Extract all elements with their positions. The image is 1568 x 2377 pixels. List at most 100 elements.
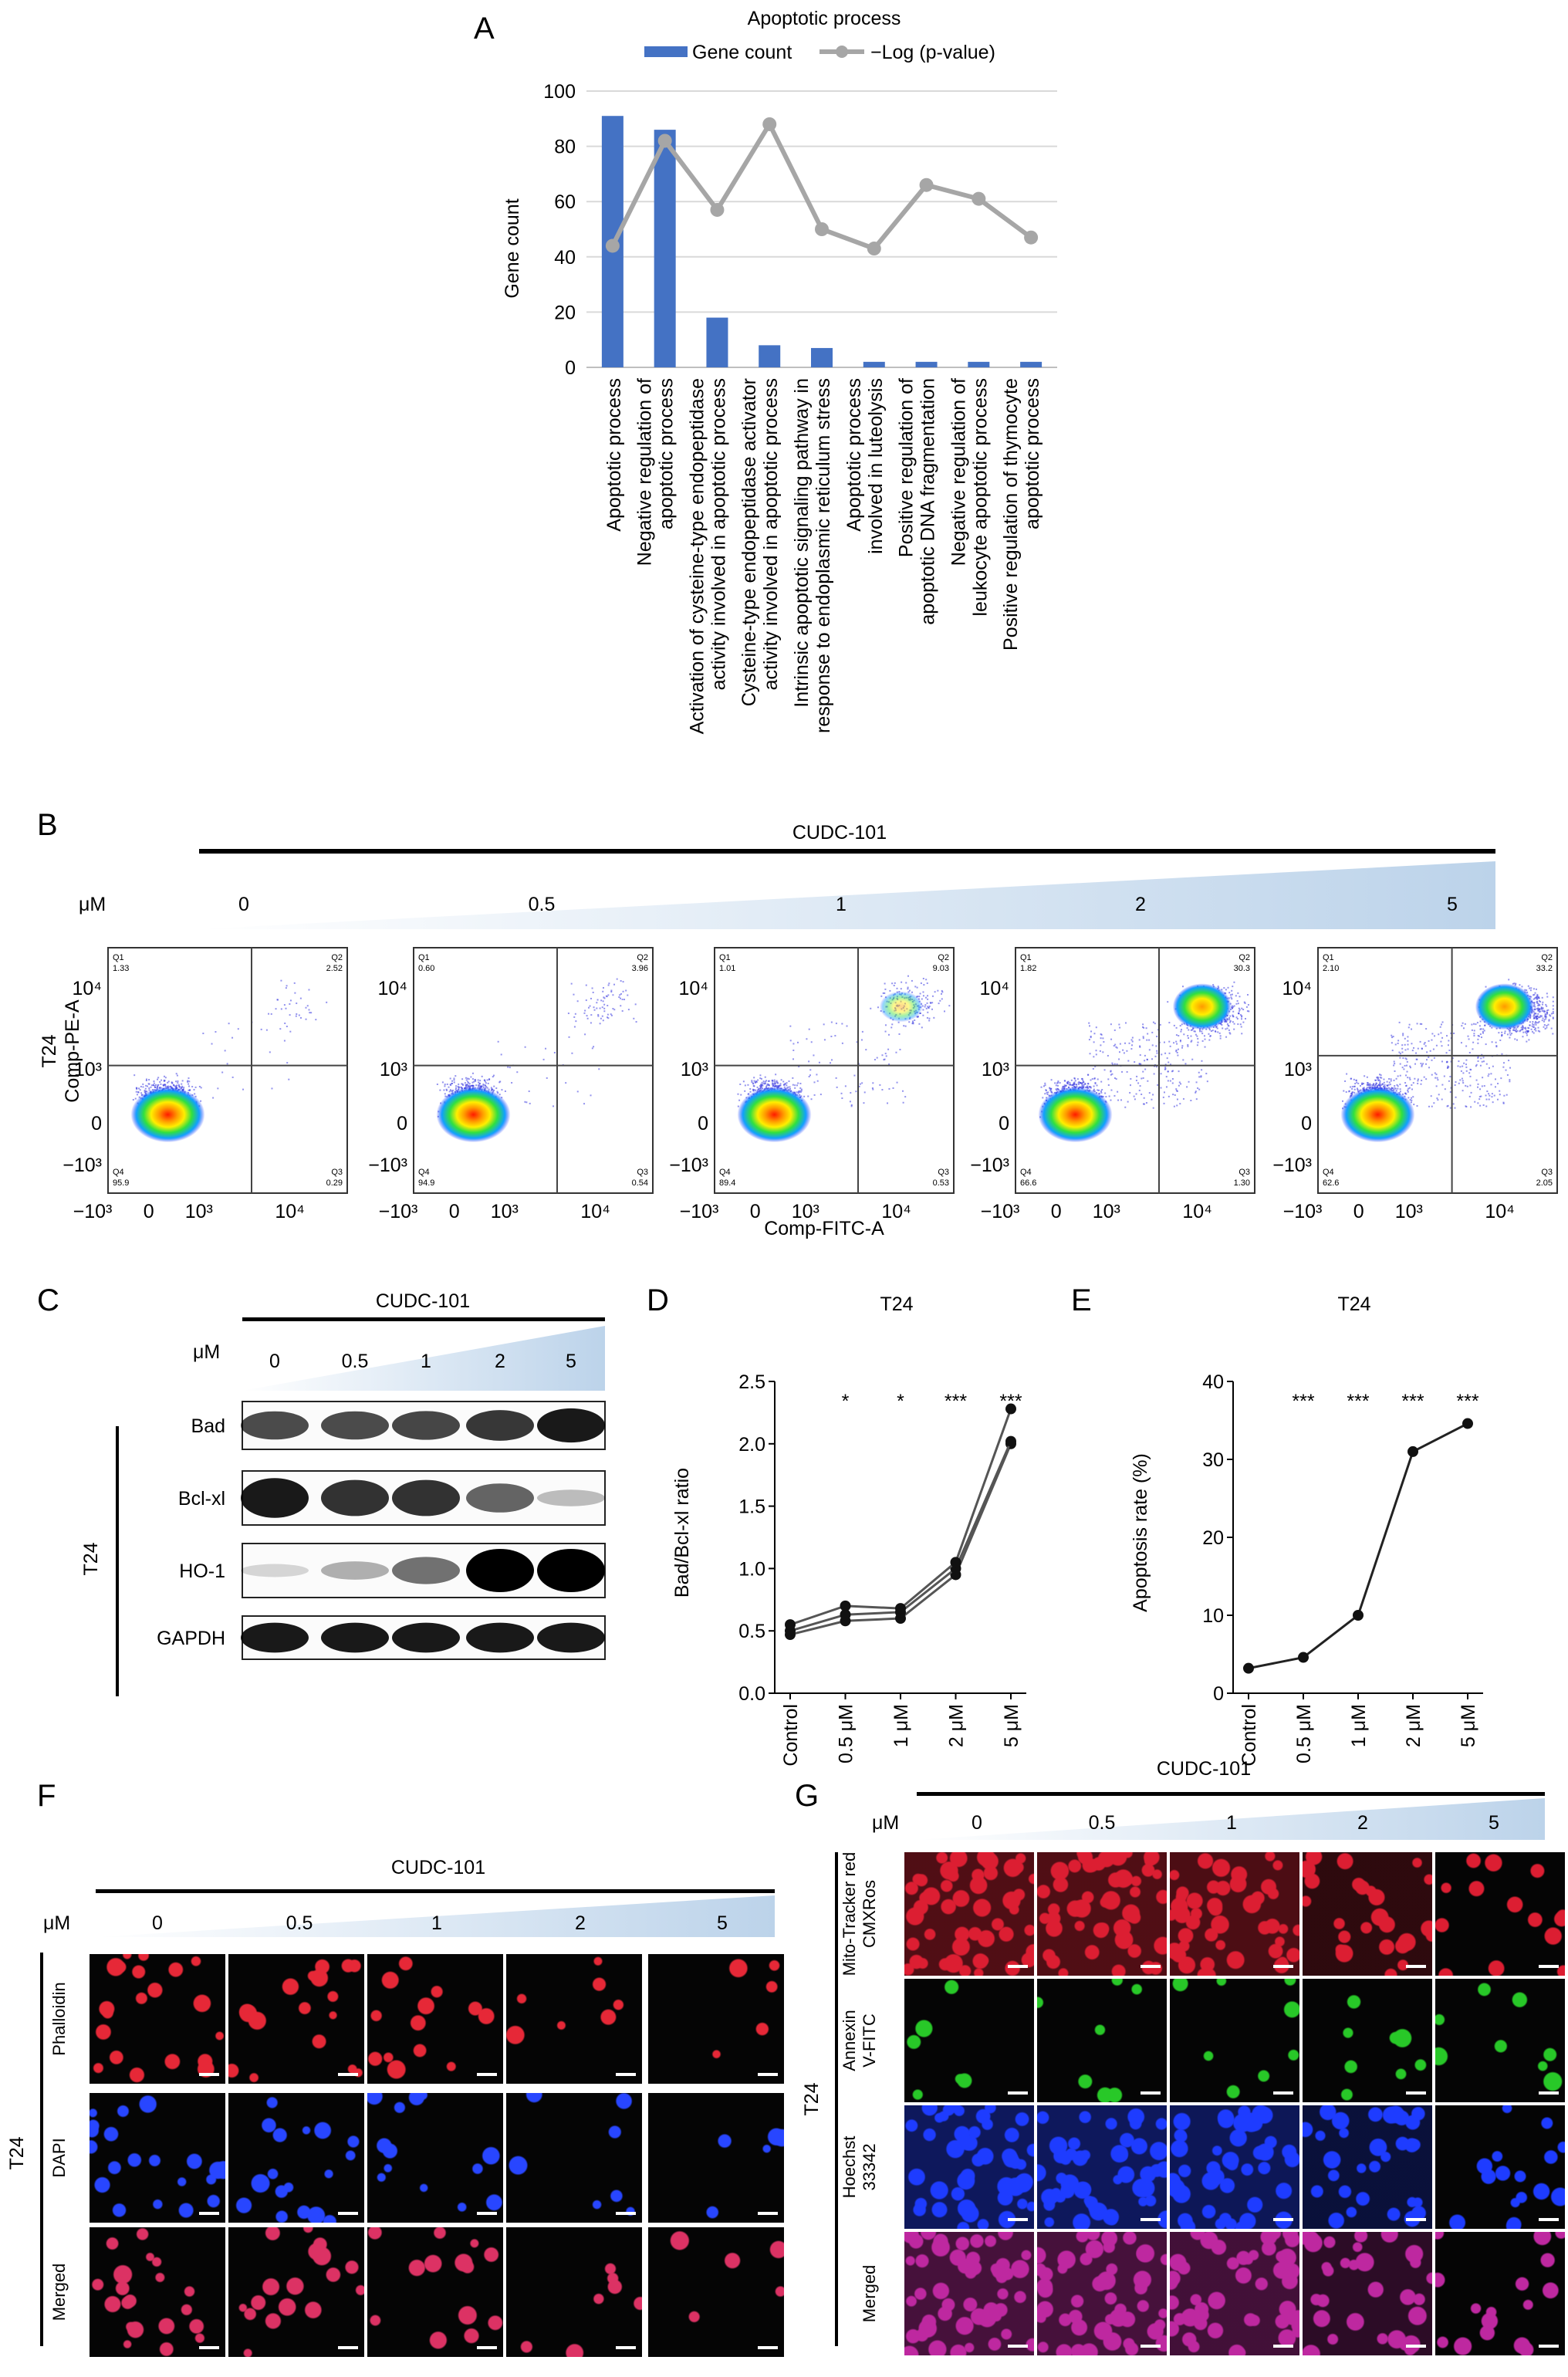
b-event-dot (766, 1084, 769, 1087)
b-event-dot (1157, 1084, 1159, 1086)
b-event-dot (1229, 1033, 1232, 1035)
b-event-dot (1172, 1070, 1174, 1072)
b-event-dot (752, 1088, 754, 1090)
b-event-dot (922, 1009, 924, 1011)
a-bar (811, 347, 833, 367)
b-event-dot (898, 1033, 901, 1035)
b-event-dot (436, 1084, 438, 1086)
b-event-dot (789, 1086, 791, 1088)
a-pvalue-point (815, 222, 829, 236)
b-event-dot (914, 1019, 916, 1021)
b-plot-frame (1317, 947, 1558, 1194)
b-event-dot (610, 1014, 613, 1016)
b-event-dot (884, 982, 886, 985)
a-ytick-label: 100 (543, 81, 576, 103)
b-event-dot (461, 1078, 464, 1080)
b-event-dot (928, 1005, 931, 1007)
b-event-dot (1122, 1049, 1124, 1051)
b-event-dot (1138, 1089, 1141, 1091)
b-event-dot (524, 1101, 526, 1103)
b-event-dot (798, 1066, 800, 1068)
b-event-dot (612, 1008, 614, 1010)
b-event-dot (1177, 1054, 1179, 1057)
b-event-dot (1074, 1080, 1076, 1082)
b-event-dot (478, 1081, 480, 1084)
b-event-dot (497, 1092, 499, 1094)
b-event-dot (599, 1007, 601, 1009)
b-event-dot (1098, 1089, 1100, 1091)
b-event-dot (1237, 1023, 1239, 1026)
b-event-dot (181, 1085, 184, 1087)
b-event-dot (142, 1083, 144, 1085)
b-event-dot (1239, 1023, 1242, 1026)
b-event-dot (881, 1089, 884, 1091)
b-event-dot (1113, 1094, 1116, 1097)
b-event-dot (1162, 1096, 1164, 1098)
b-event-dot (1073, 1083, 1076, 1085)
b-event-dot (1103, 1069, 1106, 1071)
b-event-dot (911, 979, 913, 982)
b-event-dot (177, 1082, 179, 1084)
b-event-dot (465, 1077, 467, 1079)
b-event-dot (622, 990, 624, 992)
b-event-dot (625, 989, 627, 992)
b-event-dot (1093, 1033, 1096, 1035)
b-event-dot (144, 1090, 146, 1093)
b-event-dot (1148, 1049, 1151, 1051)
b-event-dot (1216, 1027, 1218, 1030)
b-event-dot (921, 1026, 923, 1029)
b-event-dot (1236, 1018, 1239, 1020)
b-event-dot (1088, 1022, 1090, 1024)
b-event-dot (1165, 1076, 1168, 1078)
b-event-dot (1138, 1063, 1141, 1066)
b-event-dot (926, 1016, 928, 1019)
b-event-dot (1127, 1060, 1130, 1062)
b-event-dot (1126, 1050, 1128, 1052)
b-event-dot (458, 1086, 461, 1088)
b-event-dot (277, 999, 279, 1001)
b-event-dot (591, 987, 593, 989)
b-event-dot (457, 1085, 459, 1087)
b-event-dot (471, 1072, 474, 1074)
b-event-dot (1195, 1098, 1198, 1101)
panel-letter-e: E (1071, 1283, 1092, 1317)
b-event-dot (934, 991, 936, 993)
b-gate-value: 1.82 (1020, 964, 1036, 973)
b-event-dot (1212, 984, 1215, 986)
b-event-dot (466, 1084, 468, 1086)
b-event-dot (917, 1016, 919, 1018)
a-bar (863, 361, 885, 367)
b-ytick-label: −10³ (669, 1155, 708, 1176)
a-category-line: Cysteine-type endopeptidase activator (738, 378, 760, 706)
b-event-dot (918, 1023, 921, 1025)
chart-a-ylabel: Gene count (502, 198, 523, 298)
a-category-label: Intrinsic apoptotic signaling pathway in… (791, 378, 834, 733)
b-event-dot (797, 1090, 799, 1093)
b-event-dot (753, 1089, 755, 1091)
b-event-dot (756, 1086, 759, 1088)
b-event-dot (929, 1002, 931, 1004)
b-event-dot (1143, 1097, 1145, 1099)
b-event-dot (765, 1085, 768, 1087)
b-event-dot (188, 1085, 190, 1087)
b-event-dot (1110, 1038, 1113, 1040)
b-event-dot (1086, 1085, 1089, 1087)
b-event-dot (782, 1080, 785, 1083)
b-event-dot (460, 1086, 462, 1088)
b-event-dot (1049, 1087, 1051, 1090)
b-event-dot (830, 1035, 833, 1037)
b-gate-name: Q3 (637, 1168, 648, 1177)
b-event-dot (1181, 986, 1184, 988)
b-event-dot (188, 1089, 190, 1091)
b-event-dot (1226, 1019, 1228, 1021)
b-event-dot (511, 1081, 513, 1084)
b-event-dot (597, 1013, 600, 1016)
b-event-dot (1199, 1030, 1201, 1033)
b-event-dot (759, 1085, 761, 1087)
a-category-line: Apoptotic process (603, 378, 625, 532)
b-event-dot (136, 1094, 138, 1096)
b-event-dot (167, 1080, 170, 1083)
b-event-dot (884, 992, 886, 994)
b-cell-label: T24 (39, 1034, 60, 1067)
